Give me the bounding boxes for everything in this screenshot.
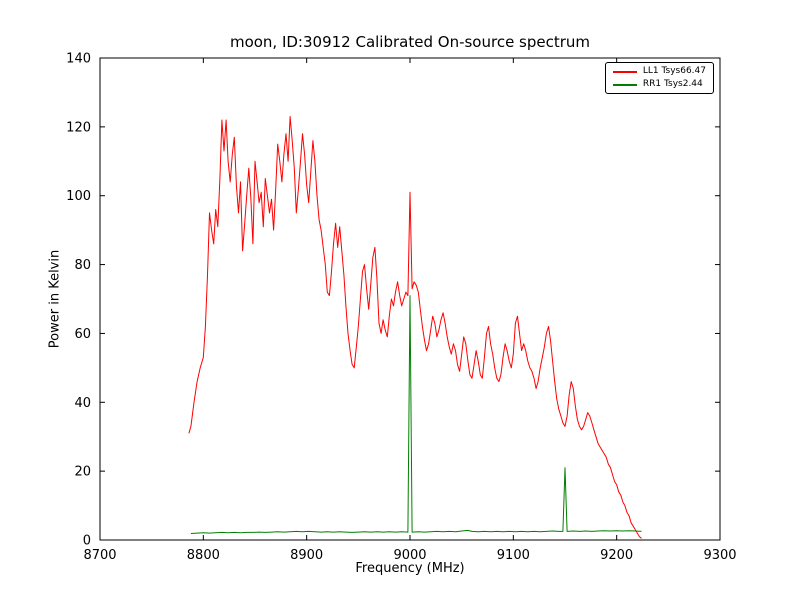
legend-label: LL1 Tsys66.47 [642,66,706,76]
y-tick-label: 100 [66,189,91,204]
x-tick-label: 8800 [187,548,220,563]
x-tick-label: 8900 [290,548,323,563]
y-tick-label: 60 [74,327,91,342]
x-tick-label: 9100 [497,548,530,563]
legend-swatch [612,70,637,73]
x-axis-label: Frequency (MHz) [355,561,465,576]
y-tick-label: 20 [74,465,91,480]
x-tick-label: 9300 [703,548,736,563]
legend-label: RR1 Tsys2.44 [642,79,703,89]
legend-entry: RR1 Tsys2.44 [612,79,706,89]
x-tick-label: 9000 [393,548,426,563]
y-tick-label: 40 [74,396,91,411]
series-line-0 [188,116,642,539]
legend-swatch [612,83,637,86]
y-tick-label: 80 [74,258,91,273]
legend: LL1 Tsys66.47 RR1 Tsys2.44 [604,62,714,94]
y-tick-label: 140 [66,52,91,67]
series-line-1 [190,295,642,534]
x-tick-label: 8700 [83,548,116,563]
chart-title: moon, ID:30912 Calibrated On-source spec… [229,33,591,51]
legend-entry: LL1 Tsys66.47 [612,66,706,76]
y-axis-label: Power in Kelvin [47,249,63,349]
y-tick-label: 0 [83,534,91,549]
x-tick-label: 9200 [600,548,633,563]
y-tick-label: 120 [66,120,91,135]
